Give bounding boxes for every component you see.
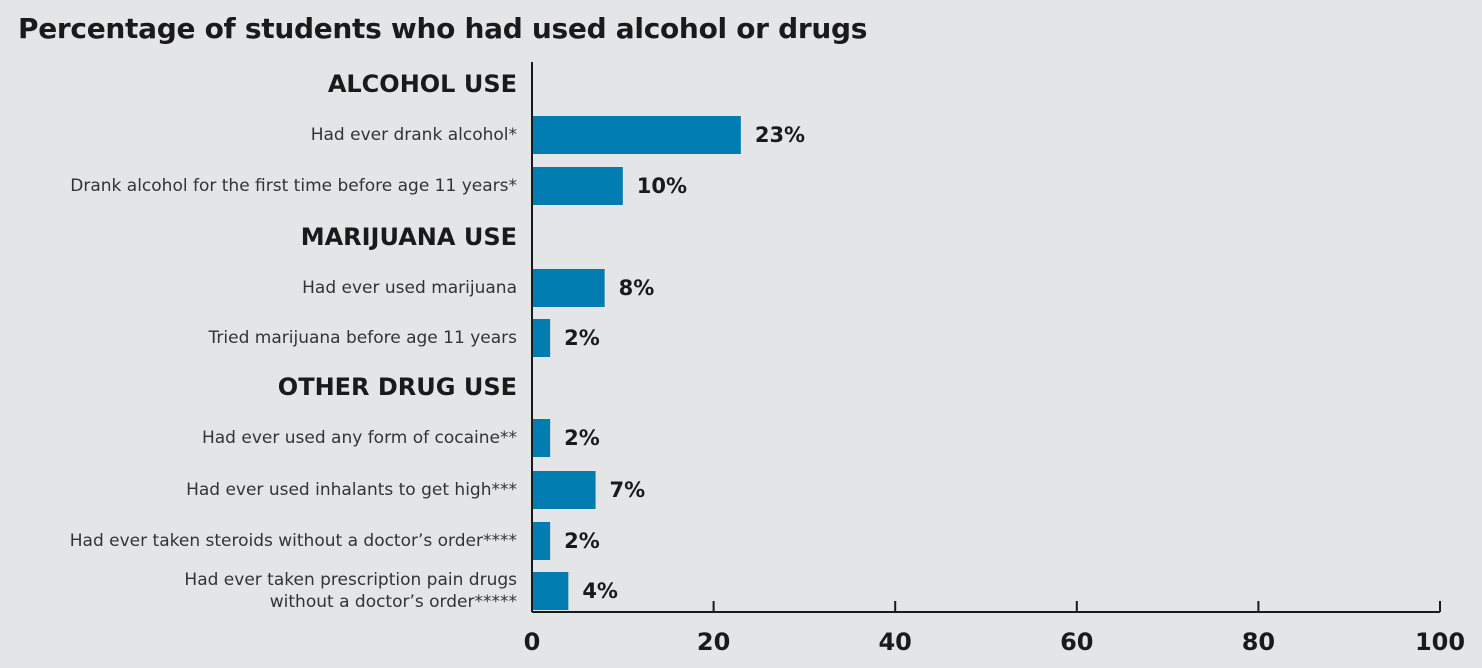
- category-label: Had ever used marijuana: [302, 278, 517, 298]
- x-tick-label: 60: [1060, 628, 1093, 656]
- value-label: 2%: [564, 326, 600, 350]
- bar: [532, 269, 605, 307]
- value-label: 4%: [582, 579, 618, 603]
- category-label: Had ever used any form of cocaine**: [202, 428, 517, 448]
- x-tick-label: 100: [1415, 628, 1465, 656]
- group-label: MARIJUANA USE: [301, 223, 517, 251]
- bar: [532, 522, 551, 560]
- chart-title: Percentage of students who had used alco…: [18, 12, 868, 45]
- category-label: without a doctor’s order*****: [270, 592, 517, 612]
- category-label: Tried marijuana before age 11 years: [208, 328, 518, 348]
- bar: [532, 572, 569, 610]
- category-label: Drank alcohol for the first time before …: [70, 176, 517, 196]
- category-label: Had ever drank alcohol*: [311, 125, 517, 145]
- bar: [532, 419, 551, 457]
- value-label: 7%: [610, 478, 646, 502]
- bar: [532, 167, 623, 205]
- group-label: ALCOHOL USE: [328, 70, 517, 98]
- value-label: 2%: [564, 529, 600, 553]
- value-label: 10%: [637, 174, 687, 198]
- value-label: 2%: [564, 426, 600, 450]
- bar: [532, 471, 596, 509]
- category-label: Had ever used inhalants to get high***: [186, 480, 517, 500]
- group-label: OTHER DRUG USE: [278, 373, 517, 401]
- x-tick-label: 20: [697, 628, 730, 656]
- category-label: Had ever taken steroids without a doctor…: [70, 531, 517, 551]
- bar: [532, 319, 551, 357]
- x-tick-label: 0: [524, 628, 541, 656]
- x-tick-label: 40: [878, 628, 911, 656]
- category-label: Had ever taken prescription pain drugs: [184, 570, 517, 590]
- value-label: 8%: [619, 276, 655, 300]
- x-tick-label: 80: [1242, 628, 1275, 656]
- bar: [532, 116, 741, 154]
- value-label: 23%: [755, 123, 805, 147]
